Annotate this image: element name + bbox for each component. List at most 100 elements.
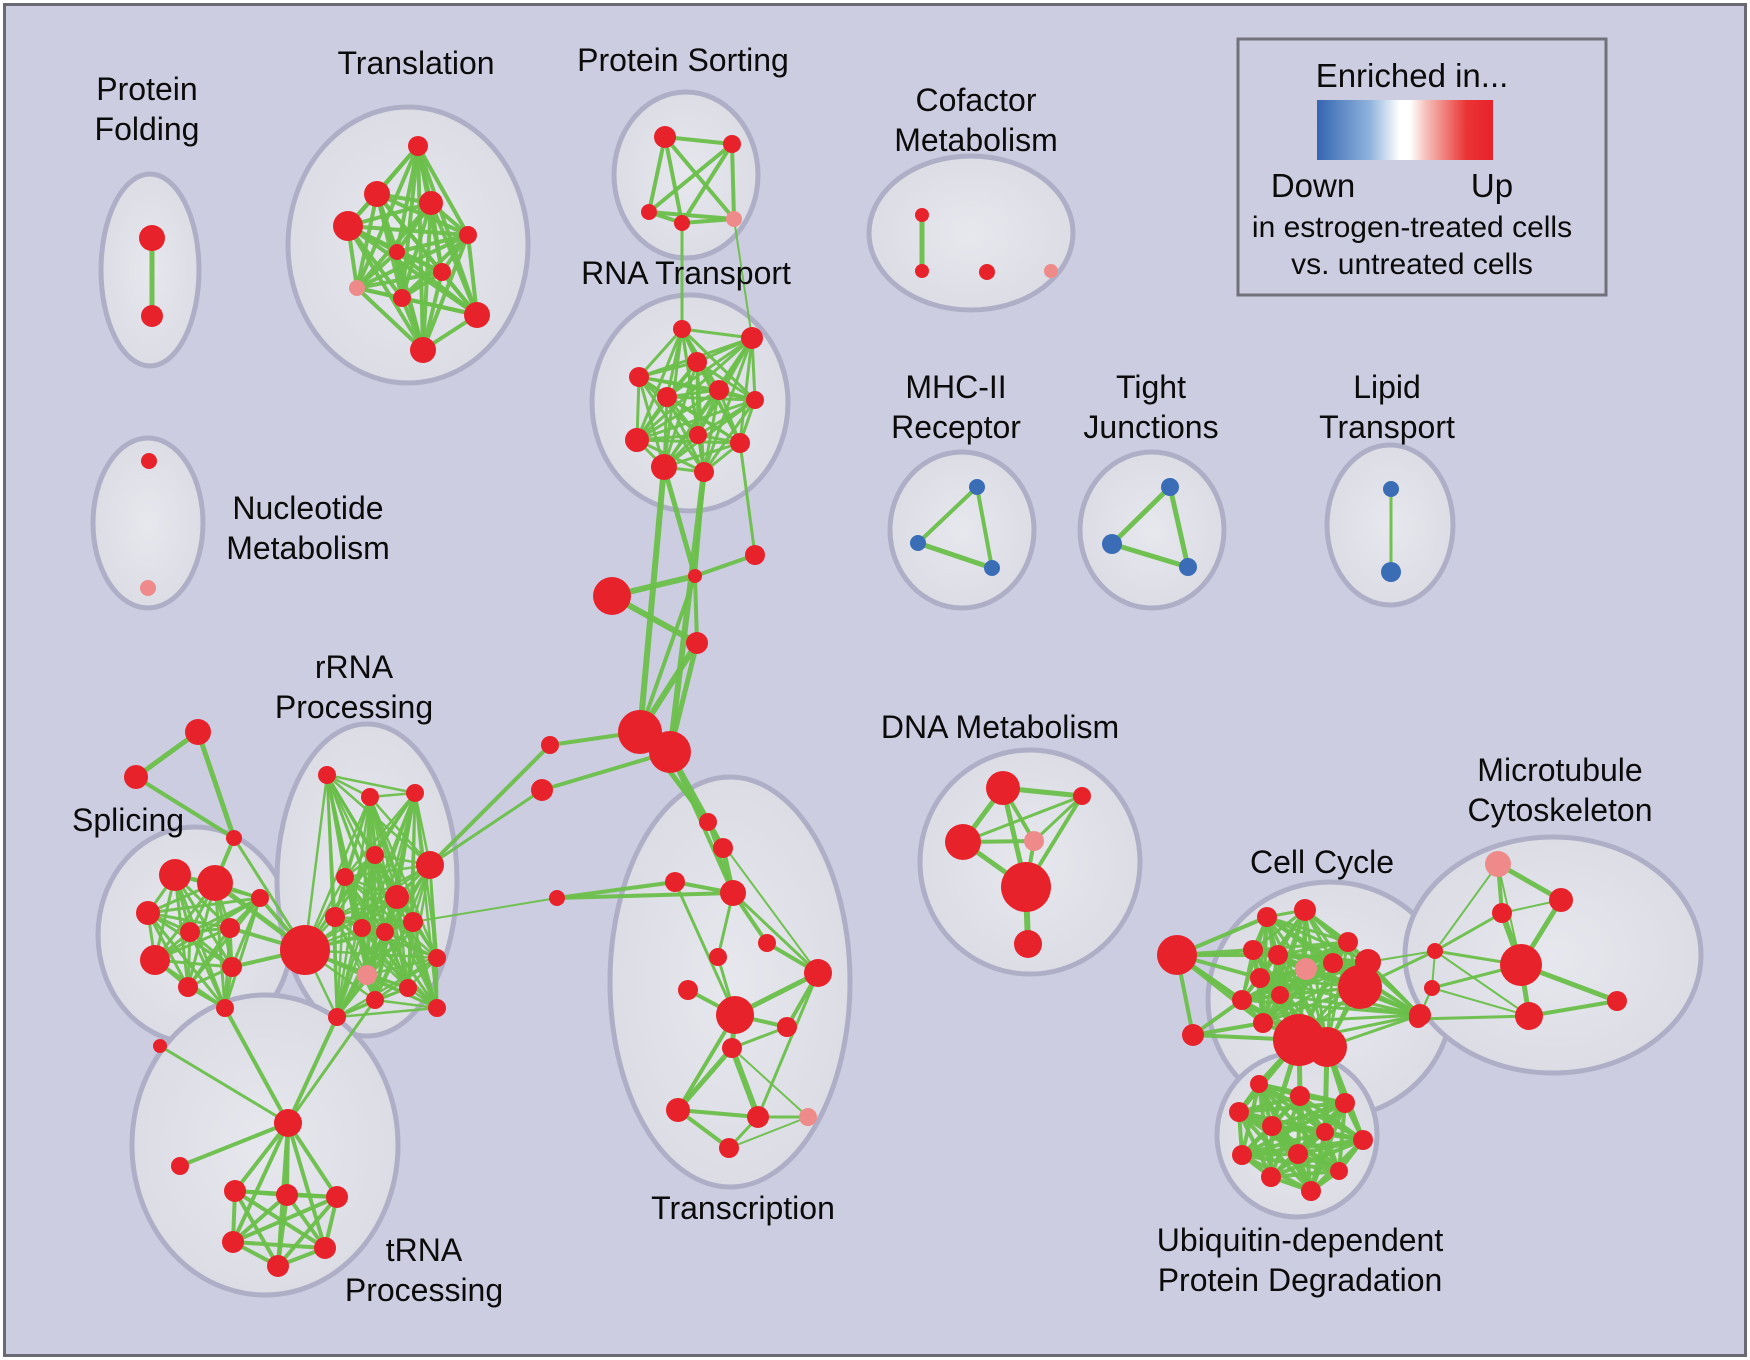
edge: [1252, 940, 1349, 952]
edge: [429, 202, 479, 316]
node: [1353, 1130, 1373, 1150]
edge: [694, 553, 756, 578]
node: [464, 302, 490, 328]
node: [349, 280, 365, 296]
edge: [356, 233, 469, 290]
node: [686, 632, 708, 654]
edge: [134, 775, 236, 840]
edge: [232, 1240, 326, 1250]
node: [651, 454, 677, 480]
node: [1229, 1102, 1249, 1122]
cluster-ellipse-cofactor: [866, 153, 1076, 313]
edge: [680, 142, 734, 225]
node: [678, 980, 698, 1000]
node: [1301, 1181, 1321, 1201]
edge: [344, 792, 416, 878]
node: [1288, 1144, 1308, 1164]
edge: [336, 956, 438, 1019]
edge: [1167, 486, 1191, 568]
edge: [173, 874, 234, 968]
node: [1044, 264, 1058, 278]
cluster-label-transcription: Transcription: [651, 1190, 835, 1226]
edge: [696, 360, 756, 402]
node: [333, 211, 363, 241]
node: [1316, 1123, 1334, 1141]
node: [945, 824, 981, 860]
node: [385, 885, 409, 909]
legend-box: [1236, 37, 1608, 297]
edge: [231, 1193, 289, 1244]
cluster-label-mhc_ii_receptor: MHC-II: [905, 369, 1006, 405]
node: [419, 191, 443, 215]
edge: [666, 395, 756, 402]
edge: [1434, 863, 1499, 952]
edge: [1032, 794, 1084, 843]
edge: [333, 916, 339, 1018]
node: [1250, 968, 1270, 988]
edge: [664, 135, 733, 146]
cluster-label-microtubule: Cytoskeleton: [1468, 792, 1653, 828]
node: [178, 977, 198, 997]
node: [694, 462, 714, 482]
node: [280, 925, 330, 975]
node: [986, 771, 1020, 805]
edge: [756, 972, 820, 1118]
cluster-label-cofactor: Cofactor: [916, 82, 1037, 118]
node: [979, 264, 995, 280]
cluster-ellipse-microtubule: [1402, 834, 1704, 1076]
edge: [347, 224, 469, 237]
node: [153, 1039, 167, 1053]
edge: [232, 1195, 338, 1244]
cluster-label-ubiquitin: Ubiquitin-dependent: [1157, 1222, 1444, 1258]
edge: [676, 1046, 734, 1112]
node: [226, 830, 242, 846]
node: [629, 367, 649, 387]
edge: [356, 270, 443, 290]
node: [1243, 940, 1263, 960]
edge: [663, 135, 736, 221]
node: [459, 226, 477, 244]
edge: [366, 956, 438, 977]
node: [1492, 903, 1512, 923]
node: [220, 918, 240, 938]
edge: [186, 897, 262, 988]
node: [1024, 831, 1044, 851]
node: [357, 965, 377, 985]
node: [618, 710, 662, 754]
legend-caption-line1: in estrogen-treated cells: [1252, 211, 1572, 244]
edge: [916, 485, 979, 545]
legend-up-label: Up: [1471, 167, 1513, 204]
edge: [731, 891, 820, 975]
cluster-label-microtubule: Microtubule: [1477, 752, 1642, 788]
edge: [336, 1006, 438, 1019]
cluster-label-dna_metabolism: DNA Metabolism: [881, 709, 1119, 745]
node: [1232, 1145, 1252, 1165]
legend-caption-line2: vs. untreated cells: [1291, 248, 1533, 281]
node: [541, 736, 559, 754]
node: [171, 1157, 189, 1175]
node: [1294, 899, 1316, 921]
node: [140, 580, 156, 596]
edge: [1111, 541, 1189, 570]
node: [251, 889, 269, 907]
node: [185, 719, 211, 745]
edge: [556, 880, 676, 900]
edge: [681, 217, 735, 225]
edge: [429, 788, 543, 867]
node: [314, 1237, 336, 1259]
color-legend: Enriched in... Down Up in estrogen-treat…: [1236, 37, 1608, 297]
node: [804, 959, 832, 987]
node: [699, 813, 717, 831]
node: [531, 779, 553, 801]
cluster-label-splicing: Splicing: [72, 802, 184, 838]
edge: [636, 438, 741, 445]
node: [141, 453, 157, 469]
cluster-label-translation: Translation: [337, 45, 494, 81]
node: [216, 999, 234, 1017]
cluster-label-lipid_transport: Transport: [1319, 409, 1455, 445]
edge: [334, 863, 431, 919]
node: [1383, 481, 1399, 497]
edge: [1110, 485, 1172, 546]
edge: [636, 398, 756, 442]
node: [366, 846, 384, 864]
